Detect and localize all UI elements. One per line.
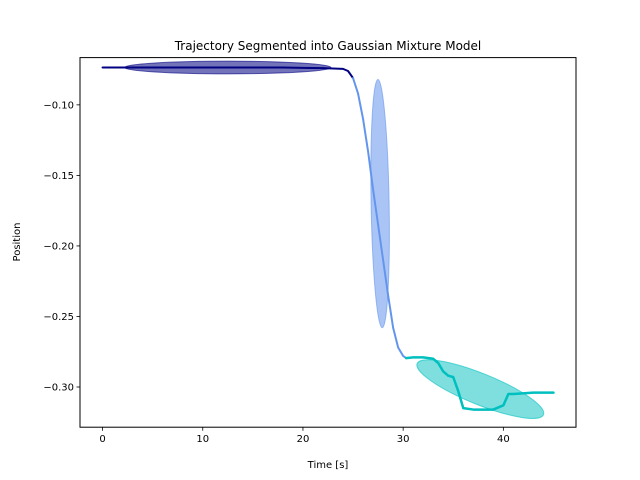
x-tick-label: 20: [297, 434, 310, 445]
plot-frame: [79, 57, 577, 428]
y-tick-label: −0.20: [43, 241, 74, 252]
y-tick-label: −0.30: [43, 382, 74, 393]
chart-title: Trajectory Segmented into Gaussian Mixtu…: [174, 39, 482, 53]
y-tick-label: −0.15: [43, 171, 74, 182]
trajectory-segment-3: [404, 356, 555, 411]
trajectory-segment-1: [101, 66, 355, 80]
trajectory-segment-2: [352, 77, 408, 360]
x-axis-label: Time [s]: [307, 460, 349, 471]
y-axis-label: Position: [12, 223, 23, 262]
x-tick-label: 30: [397, 434, 410, 445]
y-tick-label: −0.25: [43, 312, 74, 323]
x-tick-label: 0: [99, 434, 105, 445]
y-tick-label: −0.10: [43, 100, 74, 111]
x-axis-ticks: 0 10 20 30 40: [99, 427, 510, 445]
x-tick-label: 40: [497, 434, 510, 445]
y-axis-ticks: −0.10 −0.15 −0.20 −0.25 −0.30: [43, 100, 80, 393]
x-tick-label: 10: [196, 434, 209, 445]
trajectory-lines: [101, 66, 555, 411]
